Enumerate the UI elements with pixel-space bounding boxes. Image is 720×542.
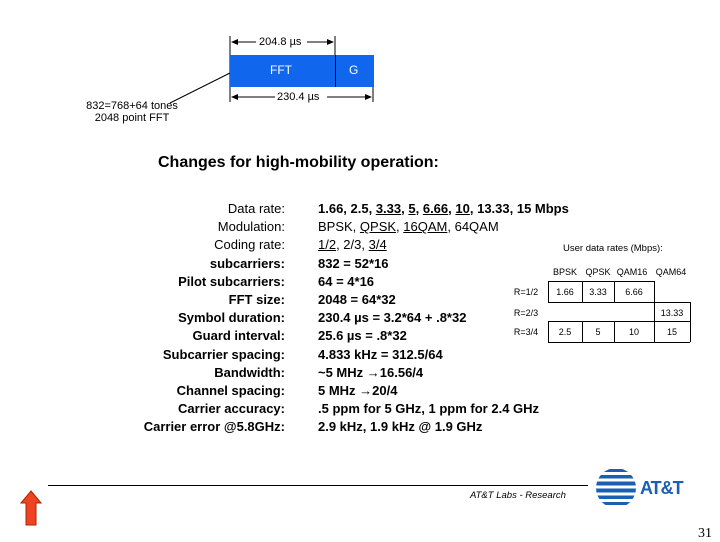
rate-col-header: QAM16 [616,267,648,277]
guard-block: G [335,55,374,87]
subcarrier-spacing-value: 4.833 kHz = 312.5/64 [318,346,443,362]
rate-col-header: QAM64 [655,267,687,277]
att-logo-text: AT&T [640,478,684,498]
tones-label: 832=768+64 tones 2048 point FFT [82,100,182,124]
bandwidth-value: ~5 MHz →16.56/4 [318,364,424,380]
param-label: Pilot subcarriers: [178,273,285,289]
rate-cell: 5 [595,327,601,337]
page-number: 31 [698,526,712,541]
symbol-time-label: 204.8 µs [259,36,302,48]
up-arrow-icon[interactable] [20,490,42,526]
subcarriers-value: 832 = 52*16 [318,255,389,271]
channel-spacing-value: 5 MHz →20/4 [318,383,398,399]
att-globe-icon [596,468,636,508]
fft-size-value: 2048 = 64*32 [318,292,396,308]
rate-cell: 13.33 [660,308,684,318]
rate-cell: 1.66 [556,287,574,297]
rate-row-label: R=1/2 [513,287,539,297]
param-label: FFT size: [228,292,285,308]
rate-cell: 3.33 [589,287,607,297]
rate-cell: 2.5 [558,327,572,337]
rate-row-label: R=3/4 [513,327,539,337]
rate-cell: 6.66 [625,287,643,297]
param-label: Subcarrier spacing: [162,346,285,362]
carrier-error-value: 2.9 kHz, 1.9 kHz @ 1.9 GHz [318,419,483,435]
guard-interval-value: 25.6 µs = .8*32 [318,328,407,344]
param-label: Bandwidth: [214,364,285,380]
param-label: Carrier error @5.8GHz: [143,419,285,435]
param-label: Channel spacing: [176,383,285,399]
param-label: Data rate: [227,201,285,216]
param-label: Modulation: [217,219,285,235]
timing-diagram [169,36,374,104]
g-label: G [349,63,359,77]
tones-line-1: 832=768+64 tones [86,100,178,112]
rate-col-header: BPSK [552,267,577,277]
rate-row-label: R=2/3 [513,308,539,318]
rate-cell: 15 [666,327,677,337]
footer-rule [48,485,588,486]
modulation-value: BPSK, QPSK, 16QAM, 64QAM [318,219,499,235]
fft-block: FFT [230,55,335,87]
param-label: Coding rate: [214,237,285,253]
total-time-label: 230.4 µs [277,91,320,103]
tones-line-2: 2048 point FFT [94,112,170,124]
section-heading: Changes for high-mobility operation: [158,154,439,171]
symbol-duration-value: 230.4 µs = 3.2*64 + .8*32 [318,310,467,326]
coding-rate-value: 1/2, 2/3, 3/4 [318,237,387,253]
param-label: Guard interval: [192,328,285,344]
param-label: subcarriers: [209,255,285,271]
rate-cell: 10 [628,327,639,337]
parameter-values: 1.66, 2.5, 3.33, 5, 6.66, 10, 13.33, 15 … [318,200,569,437]
pilot-value: 64 = 4*16 [318,273,375,289]
carrier-accuracy-value: .5 ppm for 5 GHz, 1 ppm for 2.4 GHz [318,401,540,417]
rate-col-header: QPSK [585,267,611,277]
rate-table-title: User data rates (Mbps): [563,243,663,254]
param-label: Symbol duration: [178,310,285,326]
footer-text: AT&T Labs - Research [470,490,566,501]
data-rate-value: 1.66, 2.5, 3.33, 5, 6.66, 10, 13.33, 15 … [318,201,569,216]
parameter-labels: Data rate: Modulation: Coding rate: subc… [144,200,285,437]
fft-label: FFT [270,63,292,77]
param-label: Carrier accuracy: [178,401,285,417]
